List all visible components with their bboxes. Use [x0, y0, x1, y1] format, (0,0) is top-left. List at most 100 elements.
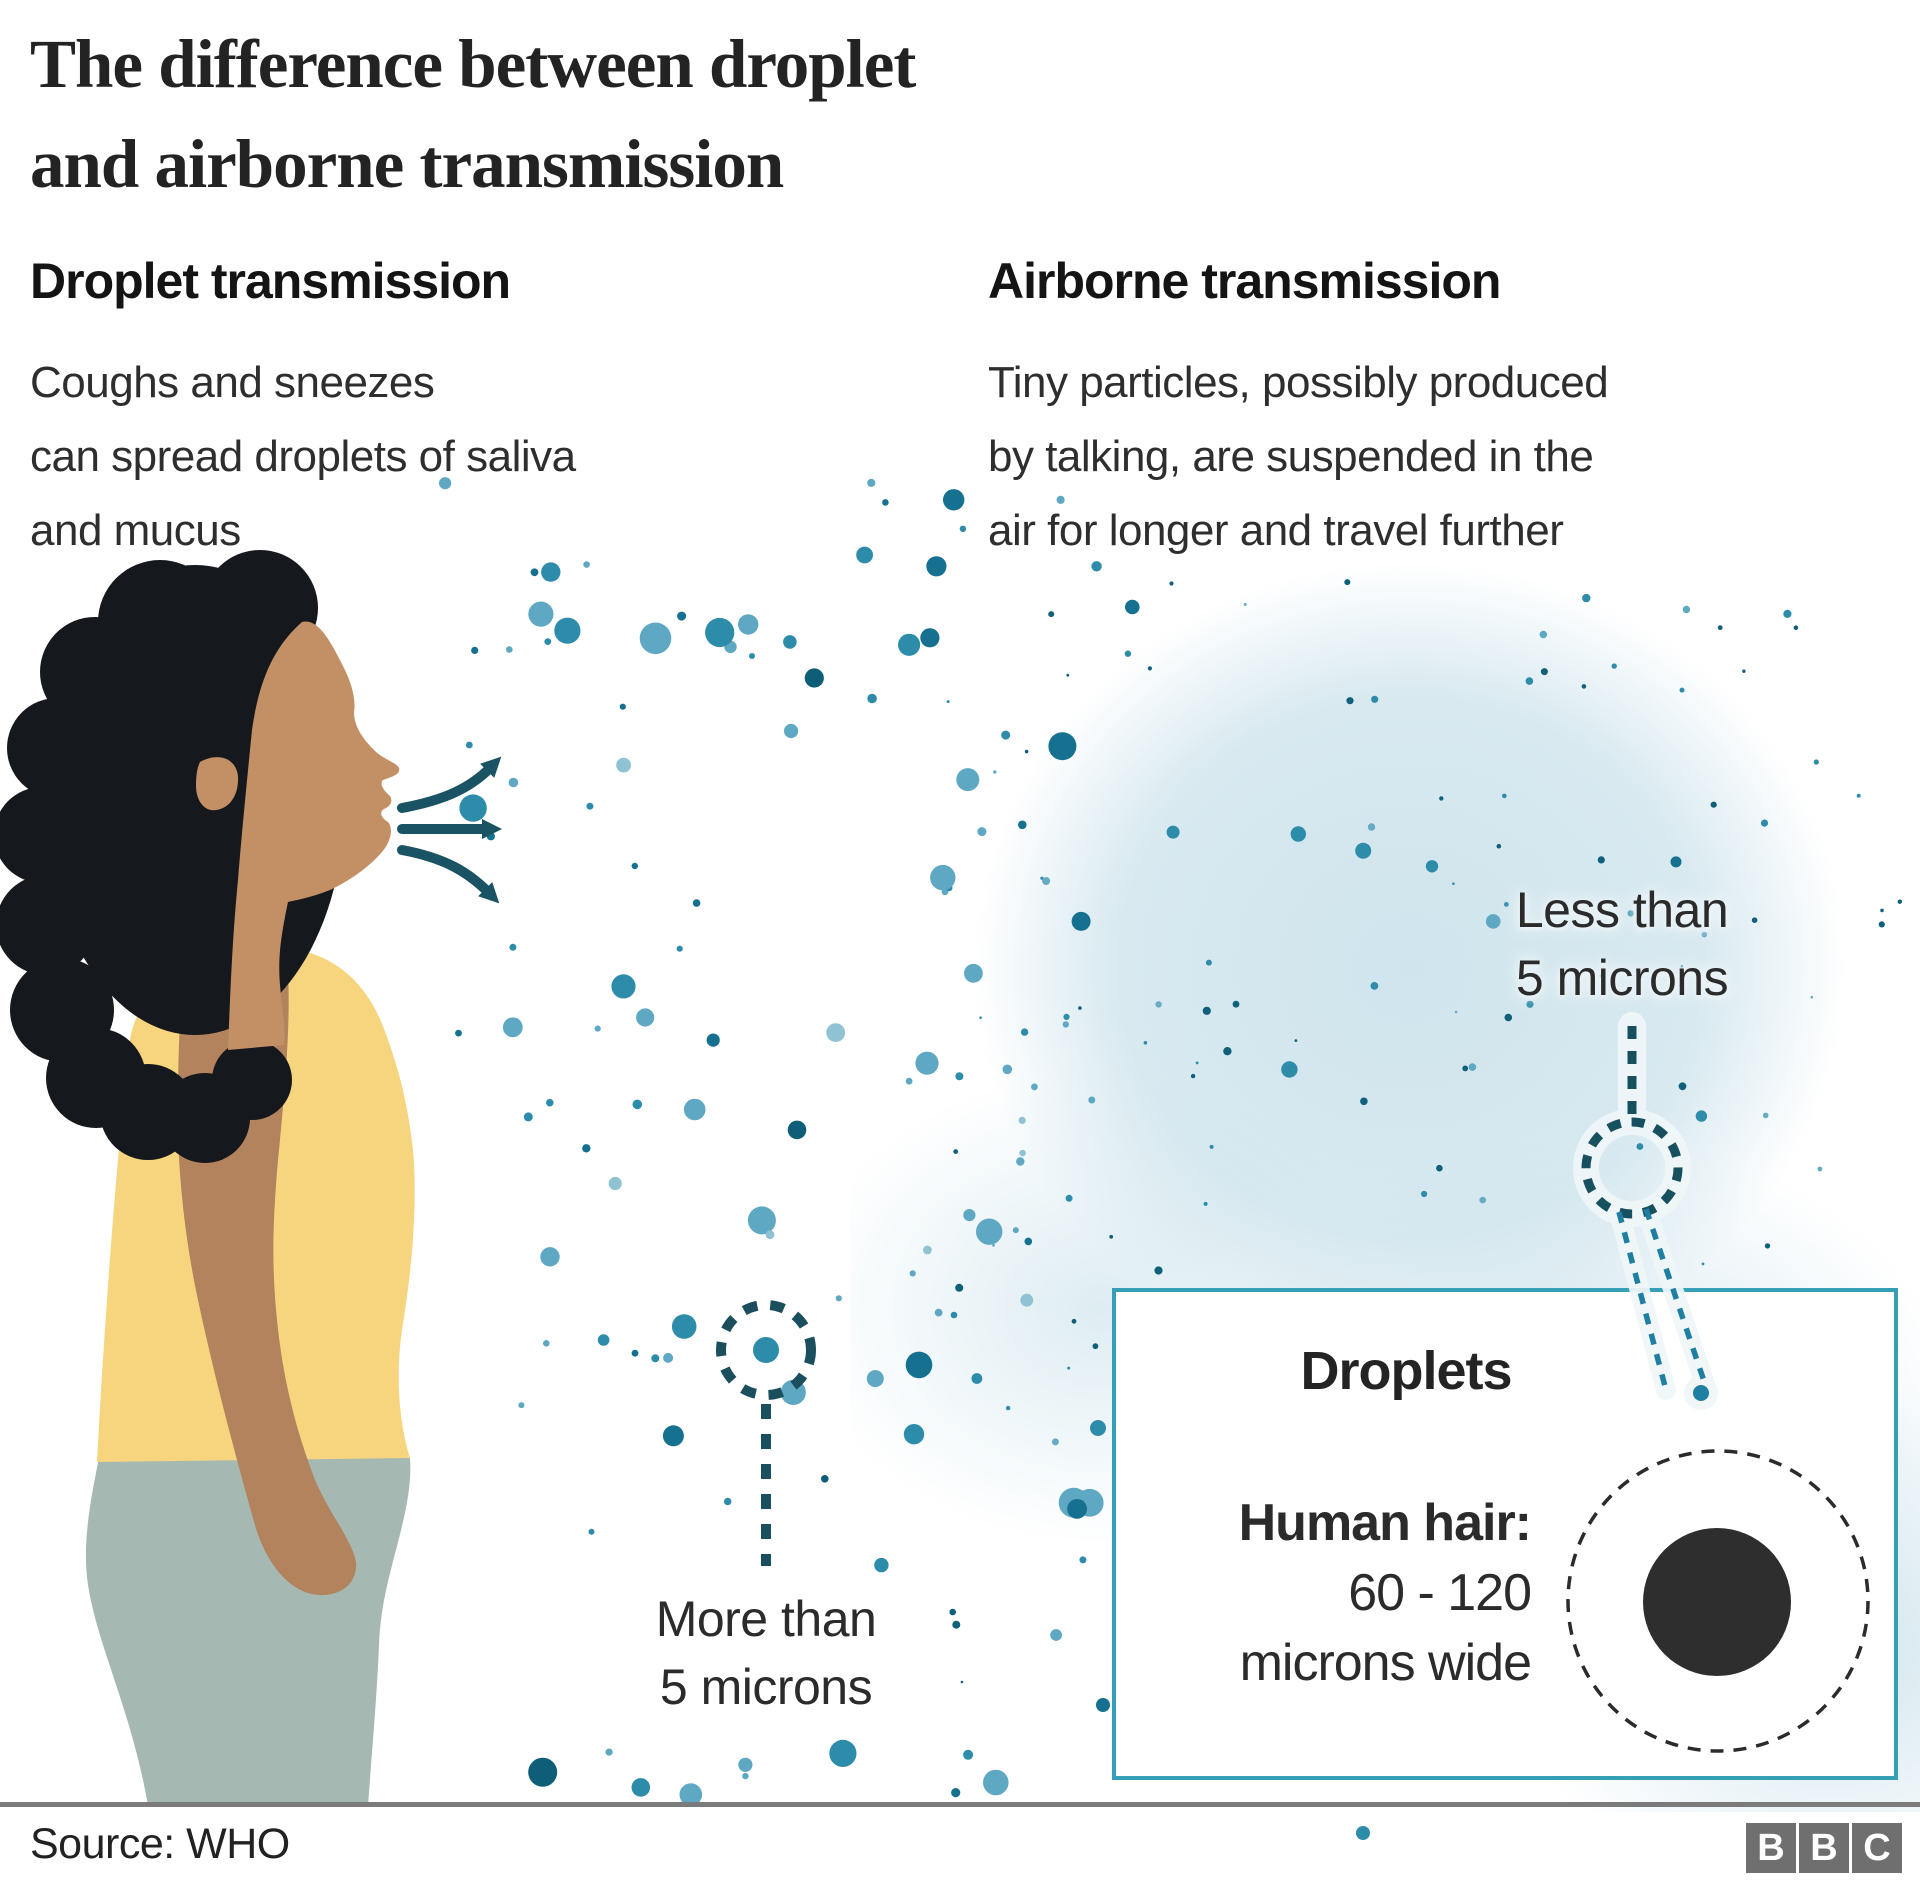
droplet-particle — [1065, 1194, 1073, 1202]
page-title: The difference between droplet and airbo… — [30, 14, 916, 214]
droplet-particle — [1856, 793, 1861, 798]
droplet-particle — [1504, 902, 1509, 907]
droplet-particle — [639, 622, 672, 655]
droplet-particle — [826, 1023, 846, 1042]
droplet-particle — [632, 1099, 643, 1110]
droplet-particle — [631, 1778, 651, 1797]
droplet-particle — [955, 1072, 964, 1081]
droplet-particle — [1147, 666, 1152, 671]
droplet-particle — [1817, 1166, 1823, 1172]
droplet-particle — [439, 477, 452, 490]
droplet-particle — [1195, 1061, 1199, 1065]
droplet-particle — [530, 568, 539, 577]
droplet-particle — [1290, 826, 1307, 842]
droplet-particle — [953, 1149, 959, 1154]
droplet-particle — [1504, 1013, 1513, 1022]
droplets-box-title: Droplets — [1300, 1341, 1512, 1401]
droplet-particle — [1678, 1082, 1687, 1091]
droplet-particle — [951, 1788, 961, 1798]
droplet-particle — [663, 1352, 674, 1363]
droplet-particle — [1012, 1227, 1019, 1234]
droplet-particle — [867, 693, 877, 704]
droplet-particle — [1062, 1021, 1070, 1028]
droplet-particle — [1067, 1366, 1071, 1370]
droplet-particle — [923, 1245, 932, 1255]
droplet-particle — [1540, 668, 1548, 676]
droplet-particle — [983, 1769, 1009, 1796]
droplet-particle — [1155, 1001, 1162, 1008]
droplet-particle — [1582, 593, 1591, 603]
droplet-particle — [1880, 908, 1884, 913]
droplet-particle — [1539, 630, 1548, 639]
droplet-particle — [1878, 921, 1885, 928]
droplet-particle — [1096, 1698, 1110, 1712]
droplet-particle — [1479, 1196, 1486, 1204]
droplet-particle — [679, 1783, 703, 1806]
droplet-particle — [1439, 796, 1444, 801]
droplet-particle — [835, 1295, 842, 1302]
droplet-particle — [1496, 843, 1502, 849]
droplet-particle — [1421, 1190, 1428, 1198]
droplet-particle — [1063, 1013, 1070, 1021]
airborne-section-body: Tiny particles, possibly produced by tal… — [988, 346, 1609, 568]
droplet-particle — [903, 1424, 925, 1445]
droplet-particle — [1281, 1061, 1298, 1078]
droplet-particle — [631, 1349, 639, 1357]
droplet-particle — [1067, 1499, 1087, 1519]
droplet-particle — [1783, 609, 1792, 619]
droplet-particle — [502, 1017, 523, 1038]
droplet-particle — [1143, 1041, 1148, 1045]
exhale-arrows-icon — [397, 756, 502, 904]
droplet-particle — [662, 1425, 684, 1447]
droplet-particle — [1682, 605, 1691, 614]
droplet-particle — [909, 1270, 916, 1277]
droplet-particle — [1020, 1028, 1029, 1036]
less-than-5-microns-label: Less than 5 microns — [1407, 876, 1837, 1012]
droplet-particle — [1232, 1000, 1240, 1008]
droplet-particle — [455, 1029, 462, 1037]
human-hair-unit: microns wide — [1239, 1634, 1532, 1692]
human-hair-caption: Human hair: 60 - 120 microns wide — [1134, 1488, 1532, 1698]
droplet-particle — [949, 1608, 956, 1616]
droplet-particle — [1695, 1110, 1708, 1122]
droplet-particle — [1764, 1243, 1771, 1249]
droplet-section-heading: Droplet transmission — [30, 253, 511, 309]
droplet-particle — [1202, 1006, 1211, 1015]
droplet-particle — [611, 974, 636, 999]
droplet-particle — [1209, 1144, 1214, 1149]
droplet-particle — [554, 617, 581, 644]
small-droplet-callout-icon — [1581, 1026, 1709, 1401]
droplet-particle — [1018, 1116, 1026, 1124]
droplet-particle — [1344, 579, 1351, 586]
droplet-particle — [1679, 687, 1685, 693]
droplet-particle — [605, 1748, 613, 1756]
more-than-line: More than — [655, 1591, 877, 1647]
droplet-particle — [1154, 1266, 1163, 1275]
droplet-particle — [1680, 965, 1684, 968]
droplet-particle — [1371, 695, 1379, 703]
droplet-particle — [582, 1144, 591, 1153]
droplet-particle — [1016, 1157, 1025, 1166]
droplet-particle — [506, 646, 513, 653]
droplet-particle — [1124, 650, 1132, 657]
droplet-particle — [1048, 611, 1055, 618]
source-credit: Source: WHO — [30, 1820, 290, 1868]
droplet-particle — [930, 864, 956, 891]
droplet-particle — [1597, 856, 1605, 864]
droplet-particle — [765, 1230, 775, 1240]
droplet-particle — [1203, 1201, 1208, 1206]
droplet-particle — [1125, 599, 1140, 615]
droplet-particle — [1701, 931, 1708, 938]
droplet-particle — [1502, 793, 1507, 799]
footer-divider — [0, 1802, 1920, 1807]
droplet-particle — [898, 633, 921, 656]
droplets-comparison-box: Droplets Human hair: 60 - 120 microns wi… — [1112, 1288, 1898, 1780]
human-hair-label: Human hair: — [1238, 1494, 1532, 1552]
droplet-particle — [856, 546, 873, 564]
droplet-particle — [1452, 882, 1455, 885]
droplet-particle — [588, 1528, 595, 1535]
large-droplet-callout-icon — [716, 1300, 816, 1566]
droplet-particle — [955, 1283, 964, 1292]
small-droplet-callout-glow — [1573, 1012, 1718, 1410]
droplet-particle — [465, 741, 473, 749]
